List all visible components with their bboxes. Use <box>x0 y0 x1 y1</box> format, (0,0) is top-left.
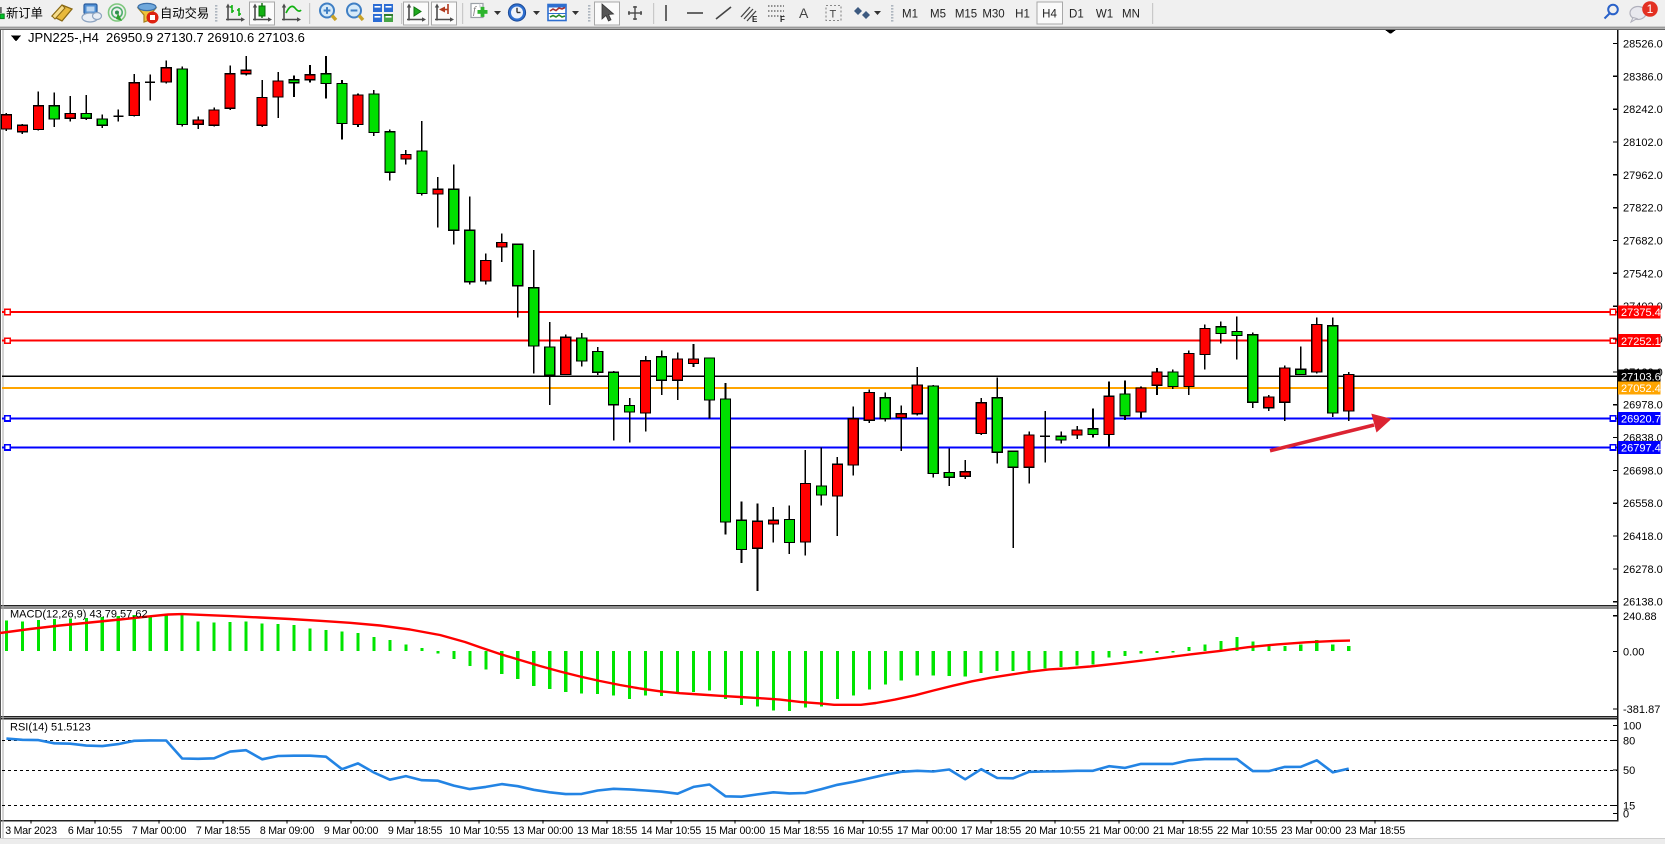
svg-text:13 Mar 18:55: 13 Mar 18:55 <box>577 825 637 837</box>
svg-text:13 Mar 00:00: 13 Mar 00:00 <box>513 825 573 837</box>
svg-text:H4: H4 <box>1042 9 1057 21</box>
svg-text:-381.87: -381.87 <box>1623 704 1660 716</box>
svg-text:新订单: 新订单 <box>6 6 43 21</box>
svg-text:27682.0: 27682.0 <box>1623 236 1663 248</box>
svg-text:27542.0: 27542.0 <box>1623 268 1663 280</box>
svg-text:27822.0: 27822.0 <box>1623 203 1663 215</box>
svg-text:27103.6: 27103.6 <box>1621 371 1661 383</box>
svg-text:27375.4: 27375.4 <box>1621 307 1661 319</box>
svg-text:28102.0: 28102.0 <box>1623 137 1663 149</box>
svg-text:27962.0: 27962.0 <box>1623 170 1663 182</box>
svg-text:A: A <box>799 5 809 21</box>
svg-text:MN: MN <box>1122 9 1140 21</box>
svg-text:26558.0: 26558.0 <box>1623 498 1663 510</box>
svg-text:28242.0: 28242.0 <box>1623 104 1663 116</box>
svg-text:14 Mar 10:55: 14 Mar 10:55 <box>641 825 701 837</box>
svg-text:M30: M30 <box>982 9 1004 21</box>
svg-text:W1: W1 <box>1096 9 1113 21</box>
svg-text:240.88: 240.88 <box>1623 611 1657 623</box>
svg-text:MACD(12,26,9) 43.79 57.62: MACD(12,26,9) 43.79 57.62 <box>10 609 148 621</box>
svg-text:1: 1 <box>1647 2 1654 16</box>
svg-text:26978.0: 26978.0 <box>1623 400 1663 412</box>
svg-text:28386.0: 28386.0 <box>1623 71 1663 83</box>
svg-text:50: 50 <box>1623 765 1635 777</box>
svg-text:26418.0: 26418.0 <box>1623 531 1663 543</box>
svg-text:F: F <box>780 15 785 24</box>
svg-text:21 Mar 00:00: 21 Mar 00:00 <box>1089 825 1149 837</box>
svg-text:26698.0: 26698.0 <box>1623 465 1663 477</box>
svg-text:26920.7: 26920.7 <box>1621 414 1661 426</box>
svg-text:3 Mar 2023: 3 Mar 2023 <box>5 825 57 837</box>
svg-text:80: 80 <box>1623 735 1635 747</box>
svg-text:17 Mar 00:00: 17 Mar 00:00 <box>897 825 957 837</box>
svg-text:15 Mar 18:55: 15 Mar 18:55 <box>769 825 829 837</box>
svg-text:15 Mar 00:00: 15 Mar 00:00 <box>705 825 765 837</box>
svg-text:27052.4: 27052.4 <box>1621 383 1661 395</box>
svg-text:21 Mar 18:55: 21 Mar 18:55 <box>1153 825 1213 837</box>
svg-text:22 Mar 10:55: 22 Mar 10:55 <box>1217 825 1277 837</box>
svg-text:26138.0: 26138.0 <box>1623 597 1663 609</box>
svg-text:9 Mar 00:00: 9 Mar 00:00 <box>324 825 379 837</box>
svg-text:T: T <box>830 9 837 21</box>
svg-text:M1: M1 <box>902 9 918 21</box>
svg-text:0.00: 0.00 <box>1623 646 1644 658</box>
svg-text:27252.1: 27252.1 <box>1621 336 1661 348</box>
svg-text:D1: D1 <box>1069 9 1084 21</box>
svg-text:26797.4: 26797.4 <box>1621 443 1661 455</box>
svg-text:100: 100 <box>1623 721 1641 733</box>
svg-text:8 Mar 09:00: 8 Mar 09:00 <box>260 825 315 837</box>
svg-text:23 Mar 18:55: 23 Mar 18:55 <box>1345 825 1405 837</box>
svg-text:16 Mar 10:55: 16 Mar 10:55 <box>833 825 893 837</box>
svg-text:H1: H1 <box>1015 9 1030 21</box>
svg-text:9 Mar 18:55: 9 Mar 18:55 <box>388 825 443 837</box>
svg-text:f: f <box>473 6 477 17</box>
svg-text:JPN225-,H4 26950.9 27130.7 26: JPN225-,H4 26950.9 27130.7 26910.6 27103… <box>28 30 305 45</box>
svg-text:0: 0 <box>1623 809 1629 821</box>
svg-text:自动交易: 自动交易 <box>160 6 209 21</box>
svg-text:M15: M15 <box>955 9 977 21</box>
svg-text:15: 15 <box>1623 801 1635 813</box>
svg-text:10 Mar 10:55: 10 Mar 10:55 <box>449 825 509 837</box>
svg-text:RSI(14) 51.5123: RSI(14) 51.5123 <box>10 722 91 734</box>
svg-text:7 Mar 18:55: 7 Mar 18:55 <box>196 825 251 837</box>
svg-text:E: E <box>752 15 758 24</box>
svg-text:M5: M5 <box>930 9 946 21</box>
svg-text:17 Mar 18:55: 17 Mar 18:55 <box>961 825 1021 837</box>
svg-text:26278.0: 26278.0 <box>1623 564 1663 576</box>
svg-text:28526.0: 28526.0 <box>1623 39 1663 51</box>
svg-text:6 Mar 10:55: 6 Mar 10:55 <box>68 825 123 837</box>
svg-text:20 Mar 10:55: 20 Mar 10:55 <box>1025 825 1085 837</box>
svg-text:23 Mar 00:00: 23 Mar 00:00 <box>1281 825 1341 837</box>
svg-text:7 Mar 00:00: 7 Mar 00:00 <box>132 825 187 837</box>
